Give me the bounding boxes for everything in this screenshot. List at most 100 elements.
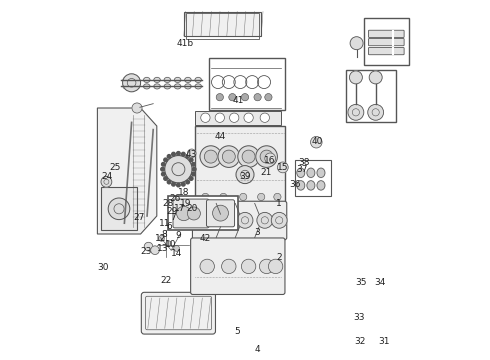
Circle shape [271, 212, 287, 228]
Ellipse shape [144, 84, 150, 89]
Ellipse shape [164, 77, 171, 82]
Text: 26: 26 [170, 194, 181, 202]
Circle shape [218, 146, 240, 167]
Circle shape [161, 167, 164, 171]
Text: 3: 3 [255, 228, 261, 237]
Circle shape [222, 150, 235, 163]
Text: 1: 1 [276, 199, 282, 208]
Circle shape [237, 212, 253, 228]
Text: 32: 32 [354, 337, 366, 346]
Circle shape [199, 212, 215, 228]
Circle shape [368, 104, 384, 120]
Text: 21: 21 [260, 168, 271, 177]
Circle shape [132, 103, 142, 113]
FancyBboxPatch shape [368, 30, 404, 37]
Circle shape [349, 71, 363, 84]
Bar [195, 126, 285, 202]
Circle shape [265, 153, 275, 164]
Circle shape [256, 146, 277, 167]
Text: 14: 14 [171, 249, 182, 258]
Circle shape [193, 167, 196, 171]
Circle shape [215, 113, 224, 122]
Circle shape [217, 212, 233, 228]
Text: 38: 38 [298, 158, 310, 167]
Circle shape [187, 149, 196, 158]
Text: 31: 31 [378, 337, 390, 346]
Circle shape [242, 150, 255, 163]
Text: 43: 43 [185, 150, 196, 159]
Text: 42: 42 [200, 234, 211, 243]
Text: 2: 2 [276, 253, 282, 262]
Circle shape [311, 136, 322, 148]
Circle shape [164, 158, 168, 162]
Ellipse shape [185, 84, 191, 89]
Text: 30: 30 [97, 263, 109, 272]
Circle shape [254, 94, 261, 101]
Circle shape [162, 172, 165, 176]
Text: 5: 5 [234, 327, 240, 336]
Ellipse shape [317, 168, 325, 177]
Ellipse shape [133, 77, 140, 82]
Ellipse shape [307, 181, 315, 190]
Circle shape [204, 150, 217, 163]
Text: 4: 4 [255, 345, 260, 354]
Circle shape [201, 113, 210, 122]
Ellipse shape [297, 168, 305, 177]
Circle shape [229, 113, 239, 122]
Circle shape [162, 162, 165, 166]
Text: 37: 37 [296, 166, 308, 175]
Circle shape [244, 113, 253, 122]
Ellipse shape [123, 84, 129, 89]
Circle shape [257, 212, 273, 228]
Text: 28: 28 [162, 199, 173, 208]
Polygon shape [98, 108, 157, 234]
Circle shape [221, 259, 236, 274]
Circle shape [216, 94, 223, 101]
Text: 12: 12 [155, 234, 166, 243]
Text: 41: 41 [232, 96, 244, 105]
Bar [346, 70, 396, 122]
Bar [209, 58, 285, 110]
Text: 41b: 41b [177, 39, 194, 48]
Ellipse shape [317, 181, 325, 190]
Bar [186, 13, 259, 39]
Ellipse shape [297, 181, 305, 190]
Text: 27: 27 [133, 213, 145, 222]
Circle shape [165, 156, 192, 183]
Bar [294, 160, 331, 196]
Text: 29: 29 [167, 207, 178, 216]
Text: 7: 7 [170, 213, 176, 222]
Circle shape [166, 241, 171, 247]
Text: 16: 16 [265, 156, 276, 165]
Circle shape [260, 150, 273, 163]
Text: 36: 36 [290, 180, 301, 189]
Circle shape [260, 113, 270, 122]
Text: 35: 35 [355, 278, 367, 287]
Text: 44: 44 [214, 132, 225, 141]
Ellipse shape [307, 168, 315, 177]
Ellipse shape [164, 84, 171, 89]
Circle shape [258, 193, 265, 201]
Circle shape [159, 235, 164, 241]
Circle shape [186, 154, 190, 158]
Text: 13: 13 [157, 244, 169, 253]
Bar [364, 18, 409, 65]
Circle shape [172, 152, 175, 156]
Circle shape [277, 162, 288, 173]
Circle shape [269, 259, 283, 274]
Circle shape [172, 183, 175, 186]
Circle shape [176, 206, 191, 221]
Circle shape [167, 154, 171, 158]
Ellipse shape [195, 84, 201, 89]
Bar [195, 111, 281, 125]
Circle shape [190, 158, 193, 162]
Circle shape [240, 193, 247, 201]
Circle shape [164, 177, 168, 180]
Text: 10: 10 [166, 240, 177, 249]
Circle shape [265, 94, 272, 101]
FancyBboxPatch shape [193, 201, 287, 240]
Circle shape [238, 146, 259, 167]
Circle shape [348, 104, 364, 120]
Circle shape [174, 246, 179, 251]
Bar [184, 12, 261, 36]
